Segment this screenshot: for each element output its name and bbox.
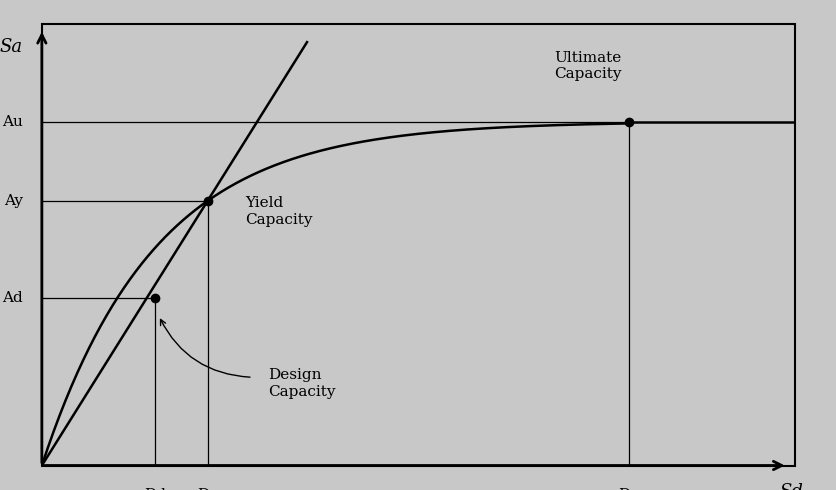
Text: Ultimate
Capacity: Ultimate Capacity <box>553 51 621 81</box>
Text: Sd: Sd <box>778 483 803 490</box>
Text: Ad: Ad <box>3 291 23 305</box>
Text: Ay: Ay <box>4 194 23 208</box>
Text: Design
Capacity: Design Capacity <box>268 368 335 399</box>
Text: Sa: Sa <box>0 38 23 56</box>
Text: Dd: Dd <box>144 488 166 490</box>
Text: Au: Au <box>3 115 23 128</box>
Text: Du: Du <box>618 488 640 490</box>
Text: Yield
Capacity: Yield Capacity <box>245 196 313 227</box>
Text: Dy: Dy <box>197 488 217 490</box>
